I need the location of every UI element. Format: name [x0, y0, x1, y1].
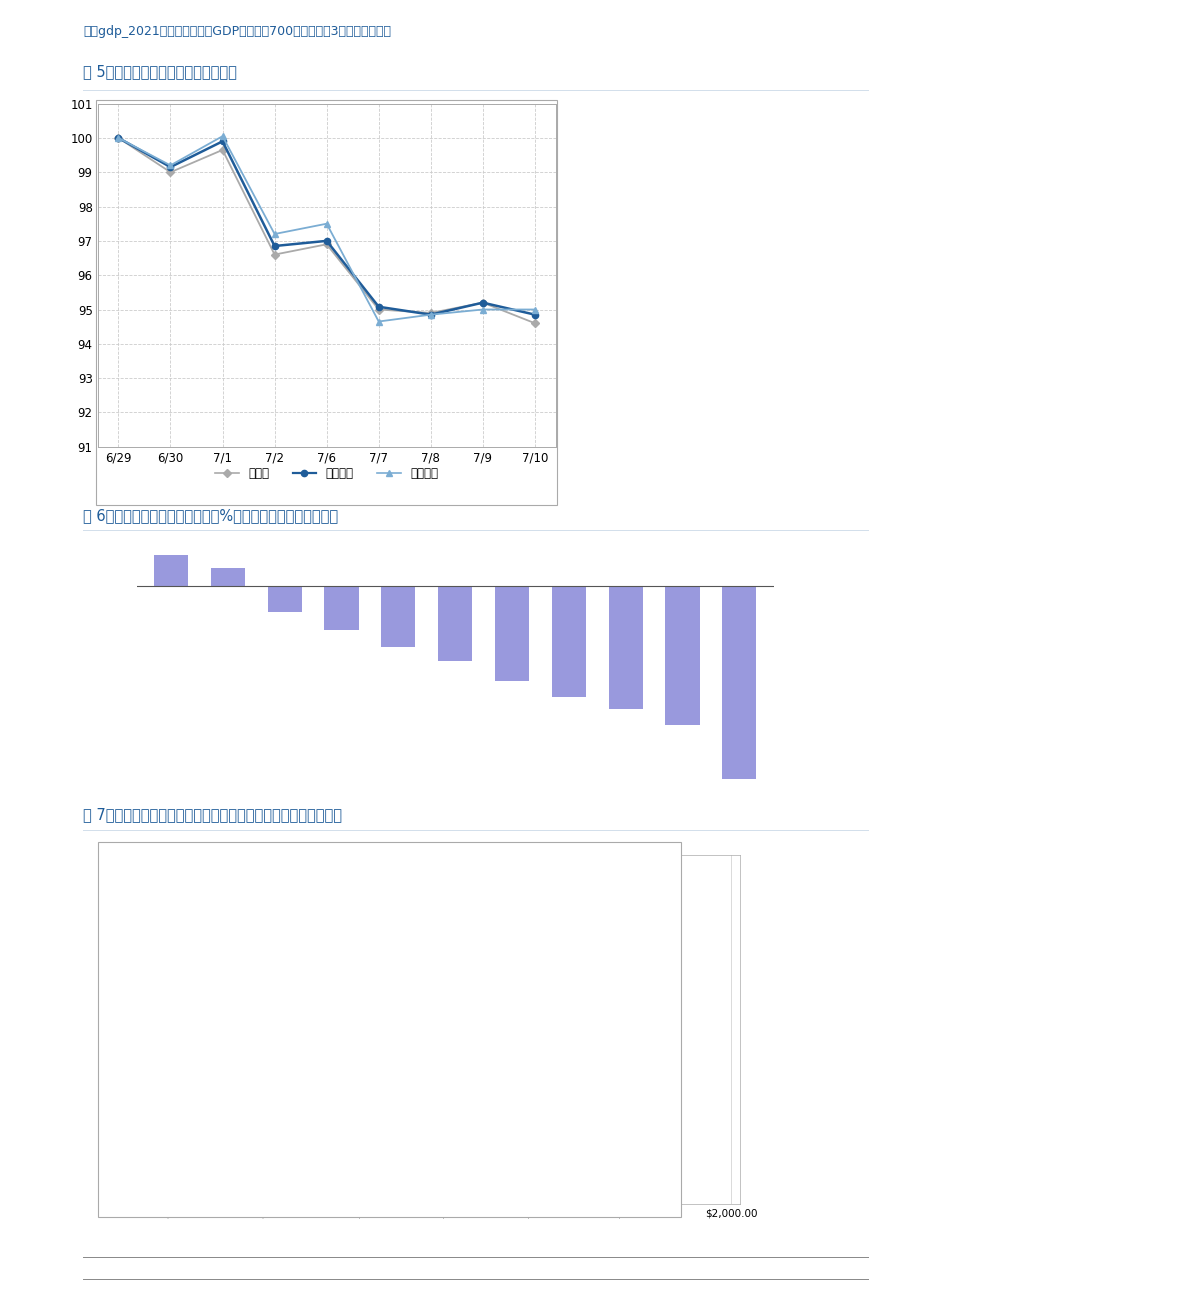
Bar	[370, 1081, 394, 1098]
Bar	[370, 1052, 400, 1068]
Line: 标准普尔: 标准普尔	[115, 135, 538, 317]
Bar	[325, 585, 358, 629]
道琼斯	[528, 316, 543, 332]
纳斯达克	[163, 158, 177, 174]
标准普尔	[215, 133, 230, 149]
道琼斯	[112, 130, 126, 145]
标准普尔	[476, 295, 490, 311]
Bar	[722, 585, 757, 778]
Bar	[351, 1142, 370, 1158]
纳斯达克	[268, 227, 282, 242]
Legend: 道琼斯, 标准普尔, 纳斯达克: 道琼斯, 标准普尔, 纳斯达克	[211, 462, 443, 486]
标准普尔	[424, 307, 438, 322]
道琼斯	[163, 164, 177, 180]
Bar	[370, 1022, 427, 1037]
纳斯达克	[424, 307, 438, 322]
纳斯达克	[371, 313, 386, 329]
纳斯达克	[319, 216, 333, 232]
Bar	[370, 870, 656, 887]
Bar	[381, 585, 415, 646]
Bar	[264, 1172, 370, 1189]
Line: 纳斯达克: 纳斯达克	[115, 132, 538, 325]
Bar	[268, 585, 302, 613]
标准普尔	[528, 307, 543, 322]
纳斯达克	[215, 128, 230, 144]
道琼斯	[215, 142, 230, 158]
Bar	[370, 931, 457, 948]
道琼斯	[319, 237, 333, 253]
标准普尔	[371, 299, 386, 315]
Bar	[370, 991, 426, 1008]
纳斯达克	[112, 130, 126, 145]
纳斯达克	[476, 302, 490, 317]
Bar	[370, 961, 440, 978]
Bar	[552, 585, 585, 697]
标准普尔	[112, 130, 126, 145]
Text: 图 6：本周美股行业指数涨跌幅（%）－能源、原材料板块领跌: 图 6：本周美股行业指数涨跌幅（%）－能源、原材料板块领跌	[83, 508, 338, 523]
Text: 东海gdp_2021年连云港各区县GDP：赣榆破700亿，东海第3，灌云不敌灌南: 东海gdp_2021年连云港各区县GDP：赣榆破700亿，东海第3，灌云不敌灌南	[83, 25, 392, 39]
Text: 图 5：美国三大股指近两周标准化走势: 图 5：美国三大股指近两周标准化走势	[83, 63, 237, 79]
道琼斯	[268, 247, 282, 263]
道琼斯	[371, 302, 386, 317]
标准普尔	[163, 159, 177, 175]
道琼斯	[424, 306, 438, 321]
Bar	[370, 901, 645, 917]
Bar	[608, 585, 643, 708]
标准普尔	[319, 233, 333, 249]
Bar	[438, 585, 472, 660]
道琼斯	[476, 295, 490, 311]
Bar	[370, 1111, 381, 1128]
Bar	[154, 556, 188, 585]
Bar	[665, 585, 700, 725]
纳斯达克	[528, 302, 543, 317]
标准普尔	[268, 238, 282, 254]
Bar	[495, 585, 530, 681]
Bar	[211, 567, 245, 585]
Text: 图 7：本周美国股市资金流向－能源及金属板块本周资金为净流出: 图 7：本周美国股市资金流向－能源及金属板块本周资金为净流出	[83, 807, 343, 822]
Line: 道琼斯: 道琼斯	[115, 135, 538, 326]
